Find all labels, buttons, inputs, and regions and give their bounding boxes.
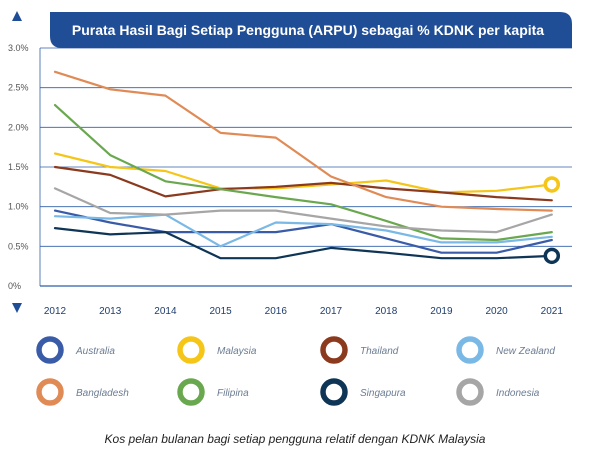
y-axis-arrow-up bbox=[12, 11, 22, 21]
series-line-malaysia bbox=[53, 152, 553, 194]
x-tick-label: 2021 bbox=[541, 306, 564, 317]
x-tick-label: 2016 bbox=[265, 306, 288, 317]
legend-marker bbox=[36, 336, 64, 364]
legend-marker bbox=[456, 336, 484, 364]
end-point-marker-singapura bbox=[543, 247, 561, 265]
x-tick-label: 2018 bbox=[375, 306, 398, 317]
legend-marker bbox=[36, 378, 64, 406]
legend-label: New Zealand bbox=[496, 346, 555, 357]
series-lines bbox=[53, 70, 553, 260]
y-tick-label: 1.5% bbox=[8, 162, 29, 172]
series-line-thailand bbox=[53, 165, 553, 202]
series-line-bangladesh bbox=[53, 70, 553, 212]
legend-marker bbox=[320, 378, 348, 406]
y-tick-labels: 0% 0.5% 1.0% 1.5% 2.0% 2.5% 3.0% bbox=[8, 43, 29, 291]
chart-title: Purata Hasil Bagi Setiap Pengguna (ARPU)… bbox=[72, 22, 544, 38]
series-line-new-zealand bbox=[53, 213, 553, 248]
legend-label: Bangladesh bbox=[76, 388, 129, 399]
legend-marker bbox=[456, 378, 484, 406]
title-banner: Purata Hasil Bagi Setiap Pengguna (ARPU)… bbox=[50, 12, 572, 48]
series-line-filipina bbox=[53, 103, 553, 242]
legend: Australia Malaysia Thailand New Zealand Bang… bbox=[36, 336, 555, 406]
x-tick-label: 2020 bbox=[485, 306, 508, 317]
legend-label: Singapura bbox=[360, 388, 406, 399]
end-point-marker-malaysia bbox=[543, 176, 561, 193]
series-line-australia bbox=[53, 209, 553, 254]
y-tick-label: 2.5% bbox=[8, 83, 29, 93]
x-tick-label: 2015 bbox=[209, 306, 232, 317]
legend-label: Malaysia bbox=[217, 346, 257, 357]
legend-label: Thailand bbox=[360, 346, 399, 357]
y-tick-label: 3.0% bbox=[8, 43, 29, 53]
x-tick-label: 2013 bbox=[99, 306, 122, 317]
y-tick-label: 0% bbox=[8, 281, 21, 291]
y-tick-label: 1.0% bbox=[8, 202, 29, 212]
legend-marker bbox=[177, 378, 205, 406]
y-tick-label: 2.0% bbox=[8, 122, 29, 132]
legend-label: Australia bbox=[75, 346, 115, 357]
legend-label: Filipina bbox=[217, 388, 249, 399]
legend-marker bbox=[177, 336, 205, 364]
chart-caption: Kos pelan bulanan bagi setiap pengguna r… bbox=[104, 432, 486, 446]
x-tick-label: 2017 bbox=[320, 306, 343, 317]
x-tick-label: 2014 bbox=[154, 306, 177, 317]
legend-marker bbox=[320, 336, 348, 364]
x-axis-arrow-down bbox=[12, 303, 22, 313]
y-tick-label: 0.5% bbox=[8, 241, 29, 251]
end-markers bbox=[543, 176, 561, 265]
series-line-indonesia bbox=[53, 187, 553, 234]
x-tick-label: 2012 bbox=[44, 306, 67, 317]
legend-label: Indonesia bbox=[496, 388, 540, 399]
axes bbox=[12, 11, 22, 313]
series-line-singapura bbox=[53, 227, 553, 260]
x-tick-label: 2019 bbox=[430, 306, 453, 317]
x-tick-labels: 2012 2013 2014 2015 2016 2017 2018 2019 2020 2021 bbox=[44, 306, 563, 317]
title-banner-shape bbox=[50, 12, 572, 48]
